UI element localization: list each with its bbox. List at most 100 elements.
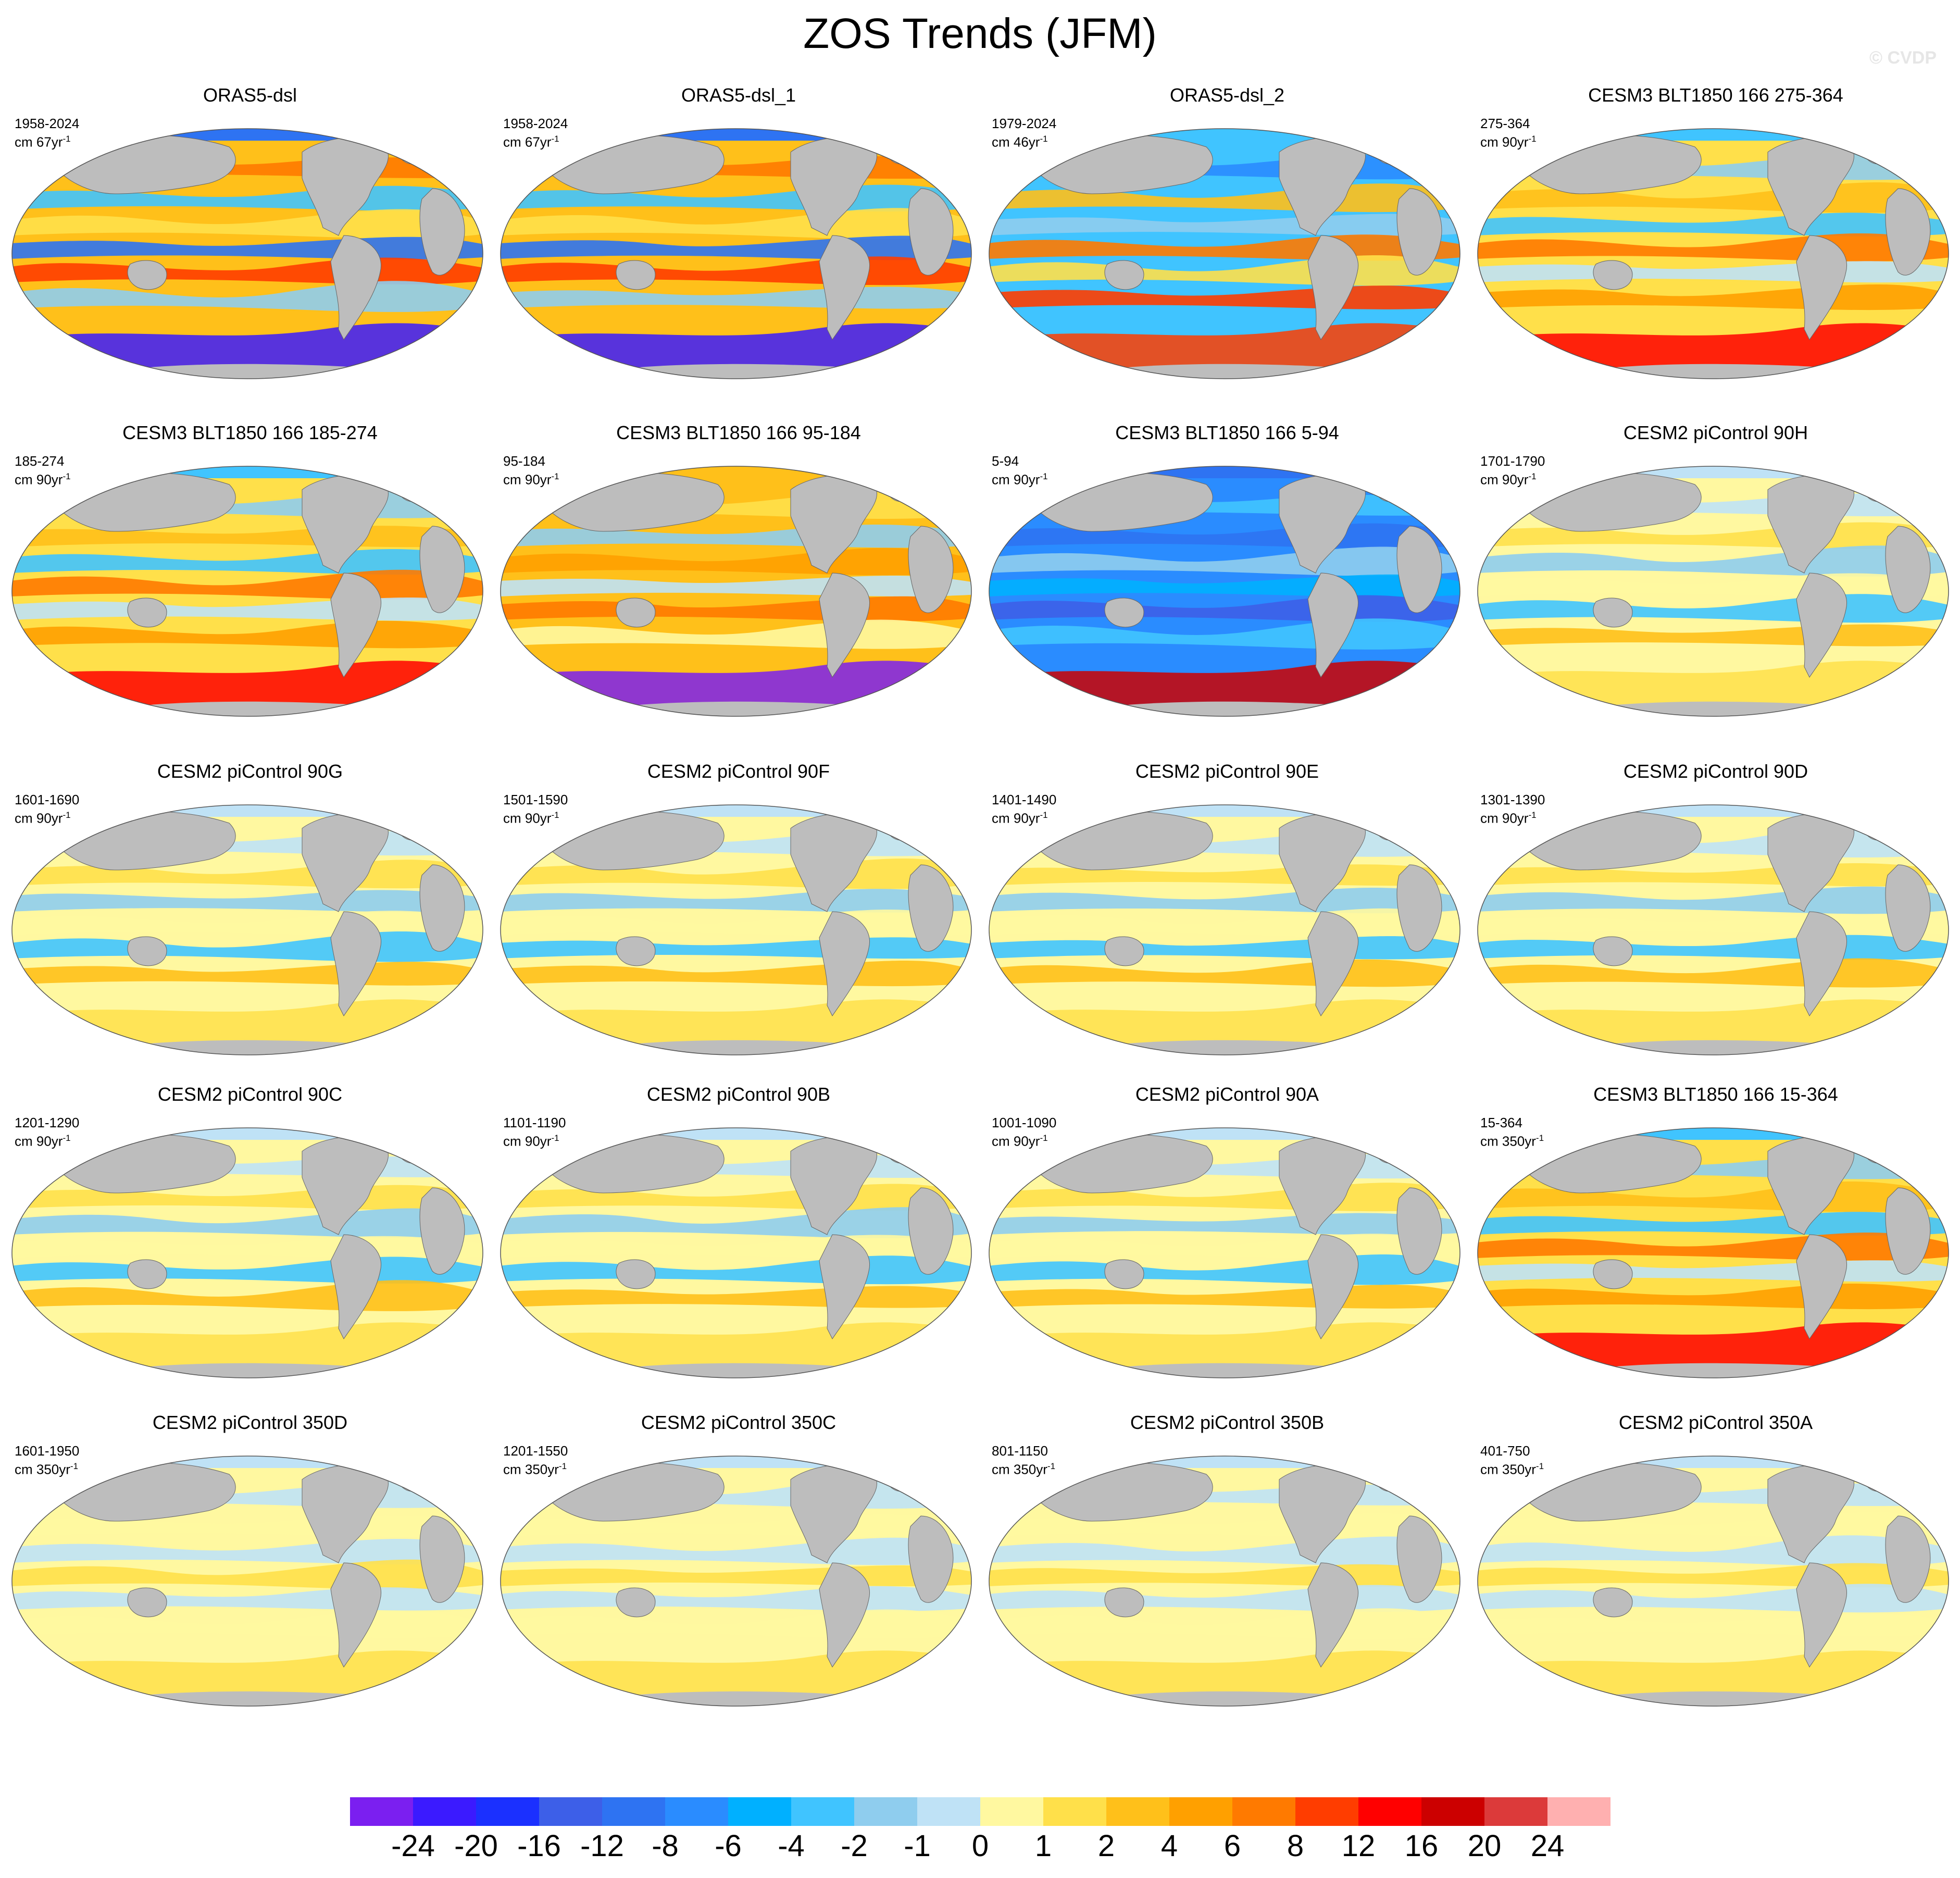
land-mass xyxy=(330,1562,381,1668)
arctic-band xyxy=(989,129,1460,141)
colorbar-tick-label: -8 xyxy=(652,1829,679,1863)
antarctica xyxy=(115,1040,406,1055)
map-border xyxy=(11,1127,483,1378)
robinson-map xyxy=(989,1127,1460,1378)
antarctica xyxy=(115,1363,406,1378)
panel-period: 1979-2024 cm 46yr-1 xyxy=(992,116,1056,150)
panel-period: 185-274 cm 90yr-1 xyxy=(15,453,71,488)
robinson-map xyxy=(1477,1127,1949,1378)
land-mass xyxy=(908,1187,954,1275)
land-mass xyxy=(1885,864,1931,952)
panel-units: cm 90yr-1 xyxy=(1480,810,1537,826)
land-mass xyxy=(1796,235,1847,340)
land-mass xyxy=(1104,1259,1144,1289)
land-mass xyxy=(616,598,656,628)
map-panel: CESM3 BLT1850 166 275-364 275-364 cm 90yr-… xyxy=(1471,84,1960,423)
land-mass xyxy=(908,526,954,613)
panel-units: cm 350yr-1 xyxy=(1480,1461,1544,1477)
panel-title: CESM2 piControl 90A xyxy=(1135,1084,1319,1105)
colorbar-box xyxy=(917,1797,980,1826)
panel-years: 1979-2024 xyxy=(992,116,1057,131)
colorbar-box xyxy=(1358,1797,1421,1826)
land-mass xyxy=(616,936,656,966)
map-border xyxy=(500,128,972,379)
trend-band xyxy=(1478,1212,1949,1236)
trend-band xyxy=(989,1213,1460,1235)
colorbar-box xyxy=(1169,1797,1232,1826)
antarctica xyxy=(603,701,895,716)
robinson-map xyxy=(1477,128,1949,379)
panel-title: CESM2 piControl 90C xyxy=(157,1084,343,1105)
map-panel: CESM2 piControl 90F 1501-1590 cm 90yr-1 xyxy=(494,761,983,1099)
robinson-map xyxy=(500,1127,972,1378)
map-panel: CESM2 piControl 90C 1201-1290 cm 90yr-1 xyxy=(5,1084,495,1422)
panel-period: 15-364 cm 350yr-1 xyxy=(1480,1115,1544,1149)
panel-title: CESM2 piControl 350B xyxy=(1130,1412,1325,1433)
colorbar-box xyxy=(728,1797,791,1826)
land-mass xyxy=(1396,1187,1442,1275)
land-mass xyxy=(1796,573,1847,678)
land-mass xyxy=(819,911,870,1016)
land-mass xyxy=(1593,936,1633,966)
panel-period: 401-750 cm 350yr-1 xyxy=(1480,1443,1544,1477)
arctic-band xyxy=(989,1456,1460,1468)
panel-units: cm 90yr-1 xyxy=(992,810,1048,826)
land-mass xyxy=(1104,1587,1144,1618)
antarctica xyxy=(1092,1040,1383,1055)
land-mass xyxy=(1593,1259,1633,1289)
panel-units: cm 90yr-1 xyxy=(1480,134,1537,150)
land-mass xyxy=(819,235,870,340)
colorbar-tick-label: 0 xyxy=(971,1829,989,1863)
trend-band xyxy=(12,890,483,912)
panel-title: ORAS5-dsl_2 xyxy=(1169,84,1285,106)
colorbar-tick-label: -2 xyxy=(841,1829,868,1863)
panel-years: 1601-1690 xyxy=(15,792,80,807)
colorbar-box xyxy=(539,1797,602,1826)
map-border xyxy=(500,804,972,1055)
arctic-band xyxy=(501,129,971,141)
arctic-band xyxy=(12,1456,483,1468)
land-mass xyxy=(127,1587,167,1618)
colorbar-box xyxy=(1421,1797,1484,1826)
land-mass xyxy=(1307,235,1358,340)
colorbar-tick-label: 6 xyxy=(1224,1829,1241,1863)
map-panel: CESM3 BLT1850 166 5-94 5-94 cm 90yr-1 xyxy=(982,422,1472,761)
land-mass xyxy=(819,1234,870,1339)
land-mass xyxy=(1885,1187,1931,1275)
land-mass xyxy=(127,598,167,628)
panel-years: 1501-1590 xyxy=(503,792,568,807)
panel-units: cm 90yr-1 xyxy=(992,471,1048,488)
colorbar-box xyxy=(1232,1797,1295,1826)
arctic-band xyxy=(12,805,483,817)
trend-band xyxy=(501,548,971,576)
robinson-map xyxy=(989,466,1460,717)
panel-years: 1958-2024 xyxy=(15,116,80,131)
antarctica xyxy=(1580,364,1872,379)
watermark: © CVDP xyxy=(1869,48,1937,68)
robinson-map xyxy=(500,466,972,717)
panel-units: cm 67yr-1 xyxy=(15,134,71,150)
trend-band xyxy=(1478,545,1949,577)
panel-title: CESM2 piControl 350D xyxy=(152,1412,348,1433)
land-mass xyxy=(330,573,381,678)
trend-band xyxy=(1478,1535,1949,1566)
colorbar-tick-label: -20 xyxy=(454,1829,498,1863)
land-mass xyxy=(1307,573,1358,678)
map-panel: CESM2 piControl 350D 1601-1950 cm 350yr-1 xyxy=(5,1412,495,1750)
panel-period: 1401-1490 cm 90yr-1 xyxy=(992,792,1056,826)
land-mass xyxy=(419,526,465,613)
land-mass xyxy=(127,1259,167,1289)
map-border xyxy=(989,1127,1460,1378)
land-mass xyxy=(1885,526,1931,613)
land-mass xyxy=(1396,864,1442,952)
panel-years: 1001-1090 xyxy=(992,1115,1057,1130)
panel-title: CESM2 piControl 90H xyxy=(1623,422,1808,443)
panel-units: cm 46yr-1 xyxy=(992,134,1048,150)
map-panel: CESM2 piControl 350A 401-750 cm 350yr-1 xyxy=(1471,1412,1960,1750)
land-mass xyxy=(1396,526,1442,613)
antarctica xyxy=(1580,1040,1872,1055)
panel-title: CESM2 piControl 90B xyxy=(646,1084,831,1105)
arctic-band xyxy=(989,805,1460,817)
antarctica xyxy=(603,364,895,379)
antarctica xyxy=(1580,701,1872,716)
